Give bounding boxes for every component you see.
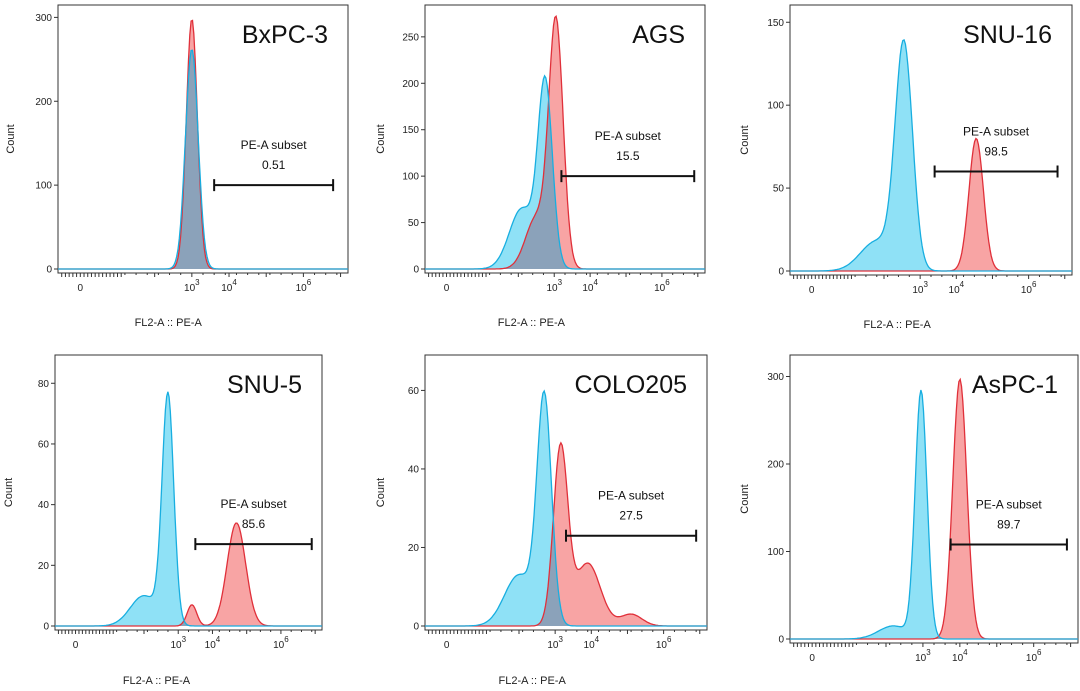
y-axis-label: Count bbox=[5, 124, 17, 153]
sample-histogram-outline bbox=[55, 522, 322, 627]
x-tick-label: 103 bbox=[184, 278, 200, 294]
y-tick-label: 80 bbox=[38, 379, 50, 390]
gate-value: 0.51 bbox=[262, 158, 286, 172]
y-tick-label: 40 bbox=[38, 500, 50, 511]
gate-label: PE-A subset bbox=[221, 497, 288, 511]
x-tick-label: 104 bbox=[221, 278, 237, 294]
x-tick-label: 0 bbox=[444, 283, 450, 294]
gate-value: 98.5 bbox=[984, 145, 1008, 159]
x-tick-label: 103 bbox=[912, 280, 928, 296]
y-tick-label: 300 bbox=[35, 13, 52, 24]
y-tick-label: 0 bbox=[778, 267, 784, 278]
y-tick-label: 0 bbox=[778, 635, 784, 646]
panel-title: COLO205 bbox=[574, 371, 687, 399]
control-histogram-outline bbox=[425, 74, 705, 270]
y-tick-label: 250 bbox=[402, 32, 419, 43]
gate-label: PE-A subset bbox=[963, 125, 1030, 139]
y-tick-label: 20 bbox=[38, 561, 50, 572]
control-histogram-outline bbox=[58, 49, 348, 270]
y-tick-label: 0 bbox=[46, 265, 52, 276]
x-tick-label: 103 bbox=[170, 635, 186, 651]
y-tick-label: 0 bbox=[413, 265, 419, 276]
y-tick-label: 60 bbox=[408, 386, 420, 397]
x-tick-label: 106 bbox=[273, 635, 289, 651]
y-tick-label: 100 bbox=[767, 547, 784, 558]
panel-title: AsPC-1 bbox=[972, 371, 1058, 399]
y-axis-label: Count bbox=[3, 478, 15, 507]
panel-title: BxPC-3 bbox=[242, 21, 328, 49]
y-tick-label: 20 bbox=[408, 543, 420, 554]
x-tick-label: 106 bbox=[656, 635, 672, 651]
gate-value: 89.7 bbox=[997, 518, 1021, 532]
x-tick-label: 106 bbox=[1026, 648, 1042, 664]
y-tick-label: 0 bbox=[43, 622, 49, 633]
y-tick-label: 50 bbox=[408, 218, 420, 229]
x-tick-label: 0 bbox=[444, 640, 450, 651]
panel-title: SNU-16 bbox=[963, 21, 1052, 49]
control-histogram bbox=[790, 39, 1072, 272]
x-axis-label: FL2-A :: PE-A bbox=[123, 675, 191, 687]
histogram-panel: 0 100 200 300 0 103 104 106 Count AsPC-1 PE-A subs… bbox=[739, 354, 1079, 664]
x-tick-label: 0 bbox=[809, 285, 815, 296]
gate-label: PE-A subset bbox=[976, 498, 1043, 512]
x-tick-label: 104 bbox=[952, 648, 968, 664]
y-tick-label: 150 bbox=[767, 18, 784, 29]
sample-histogram-outline bbox=[790, 137, 1072, 272]
y-axis-label: Count bbox=[739, 484, 751, 513]
x-axis-label: FL2-A :: PE-A bbox=[864, 319, 932, 331]
x-tick-label: 106 bbox=[654, 278, 670, 294]
gate-value: 85.6 bbox=[242, 517, 266, 531]
panel-title: AGS bbox=[632, 21, 685, 49]
control-histogram-outline bbox=[425, 389, 707, 627]
gate-label: PE-A subset bbox=[598, 489, 665, 503]
y-tick-label: 200 bbox=[35, 97, 52, 108]
x-tick-label: 0 bbox=[809, 653, 815, 664]
x-tick-label: 104 bbox=[584, 635, 600, 651]
x-tick-label: 0 bbox=[73, 640, 79, 651]
x-tick-label: 103 bbox=[546, 278, 562, 294]
x-tick-label: 103 bbox=[547, 635, 563, 651]
y-tick-label: 0 bbox=[413, 622, 419, 633]
y-axis-label: Count bbox=[375, 124, 387, 153]
x-tick-label: 104 bbox=[949, 280, 965, 296]
sample-histogram bbox=[425, 16, 705, 269]
gate-value: 15.5 bbox=[616, 149, 640, 163]
y-tick-label: 100 bbox=[402, 172, 419, 183]
control-histogram bbox=[790, 390, 1078, 639]
gate-value: 27.5 bbox=[619, 509, 643, 523]
x-axis-label: FL2-A :: PE-A bbox=[498, 317, 566, 329]
gate-label: PE-A subset bbox=[241, 138, 308, 152]
control-histogram-outline bbox=[790, 38, 1072, 272]
y-tick-label: 60 bbox=[38, 439, 50, 450]
panel-title: SNU-5 bbox=[227, 371, 302, 399]
y-axis-label: Count bbox=[375, 478, 387, 507]
y-tick-label: 50 bbox=[773, 184, 785, 195]
y-tick-label: 100 bbox=[35, 181, 52, 192]
x-tick-label: 103 bbox=[915, 648, 931, 664]
x-tick-label: 106 bbox=[1021, 280, 1037, 296]
y-tick-label: 200 bbox=[767, 460, 784, 471]
x-tick-label: 0 bbox=[78, 283, 84, 294]
x-axis-label: FL2-A :: PE-A bbox=[135, 317, 203, 329]
x-tick-label: 104 bbox=[582, 278, 598, 294]
x-axis-label: FL2-A :: PE-A bbox=[499, 675, 567, 687]
control-histogram-outline bbox=[790, 389, 1078, 640]
y-tick-label: 40 bbox=[408, 464, 420, 475]
gate-label: PE-A subset bbox=[595, 129, 662, 143]
x-tick-label: 104 bbox=[205, 635, 221, 651]
y-tick-label: 200 bbox=[402, 79, 419, 90]
control-histogram-outline bbox=[55, 391, 322, 627]
sample-histogram bbox=[790, 138, 1072, 271]
y-tick-label: 150 bbox=[402, 125, 419, 136]
y-tick-label: 100 bbox=[767, 101, 784, 112]
y-tick-label: 300 bbox=[767, 372, 784, 383]
x-tick-label: 106 bbox=[296, 278, 312, 294]
y-axis-label: Count bbox=[739, 125, 751, 154]
